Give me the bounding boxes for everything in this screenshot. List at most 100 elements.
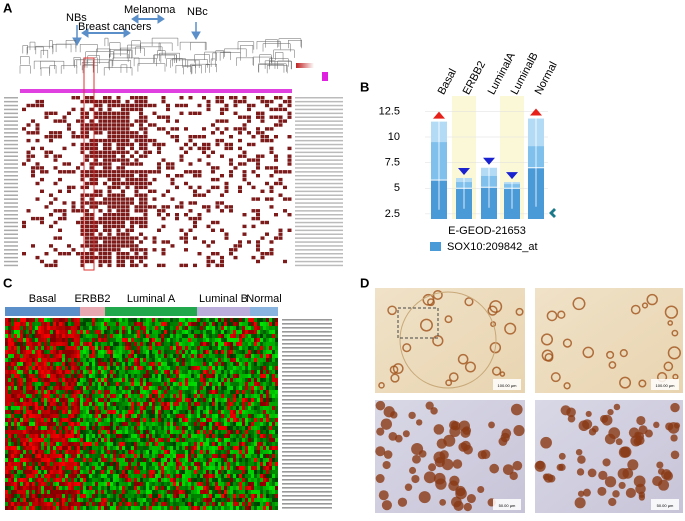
cell <box>110 318 113 322</box>
cell <box>131 318 134 322</box>
cell <box>89 382 92 386</box>
cell <box>236 378 239 382</box>
cell <box>59 454 62 458</box>
cell <box>158 390 161 394</box>
cell <box>166 131 170 134</box>
cell <box>80 398 83 402</box>
cell <box>215 374 218 378</box>
cell <box>17 462 20 466</box>
cell <box>58 229 62 232</box>
cell <box>216 96 220 99</box>
cell <box>248 446 251 450</box>
cell <box>191 390 194 394</box>
cell <box>104 386 107 390</box>
dendrogram <box>191 42 205 50</box>
cell <box>194 338 197 342</box>
cell <box>194 434 197 438</box>
cell <box>62 458 65 462</box>
cell <box>98 442 101 446</box>
cell <box>53 318 56 322</box>
cell <box>99 260 103 263</box>
cell <box>95 402 98 406</box>
cell <box>68 346 71 350</box>
cell <box>173 414 176 418</box>
cell <box>270 139 274 142</box>
cell <box>143 466 146 470</box>
cell <box>216 139 220 142</box>
cell <box>36 256 40 259</box>
cell <box>41 326 44 330</box>
cell <box>239 402 242 406</box>
cell <box>137 378 140 382</box>
cell <box>103 166 107 169</box>
cell <box>203 414 206 418</box>
cell <box>254 442 257 446</box>
cell <box>29 398 32 402</box>
cell <box>112 178 116 181</box>
cell <box>242 362 245 366</box>
cell <box>288 147 292 150</box>
cell <box>251 330 254 334</box>
row-label <box>4 167 18 169</box>
cell <box>176 394 179 398</box>
cell <box>59 470 62 474</box>
cell <box>251 474 254 478</box>
cell <box>62 342 65 346</box>
cell <box>146 366 149 370</box>
cell <box>94 143 98 146</box>
cell <box>5 402 8 406</box>
cell <box>95 350 98 354</box>
cell <box>252 209 256 212</box>
cell <box>164 378 167 382</box>
cell <box>170 442 173 446</box>
cell <box>221 358 224 362</box>
cell <box>166 162 170 165</box>
cell <box>230 402 233 406</box>
cell <box>188 318 191 322</box>
cell <box>56 466 59 470</box>
cell <box>98 358 101 362</box>
cell <box>170 398 173 402</box>
cell <box>173 466 176 470</box>
cell <box>167 406 170 410</box>
cell <box>116 378 119 382</box>
cell <box>35 434 38 438</box>
cell <box>170 374 173 378</box>
cell <box>17 422 20 426</box>
cell <box>119 474 122 478</box>
cell <box>27 104 31 107</box>
cell <box>283 186 287 189</box>
cell <box>125 414 128 418</box>
cell <box>67 127 71 130</box>
cell <box>197 406 200 410</box>
cell <box>200 322 203 326</box>
cell <box>116 426 119 430</box>
cell <box>248 398 251 402</box>
cell <box>130 182 134 185</box>
cell <box>134 318 137 322</box>
cell <box>137 442 140 446</box>
cell <box>149 370 152 374</box>
cell <box>263 386 266 390</box>
cell <box>17 338 20 342</box>
cell <box>11 418 14 422</box>
cell <box>103 155 107 158</box>
cell <box>89 426 92 430</box>
cell <box>117 233 121 236</box>
cell <box>38 346 41 350</box>
cell <box>65 378 68 382</box>
cell <box>251 318 254 322</box>
cell <box>41 394 44 398</box>
cell <box>245 350 248 354</box>
cell <box>107 338 110 342</box>
cell <box>248 478 251 482</box>
cell <box>35 402 38 406</box>
cell <box>50 470 53 474</box>
cell <box>121 217 125 220</box>
cell <box>113 382 116 386</box>
cell <box>206 330 209 334</box>
cell <box>200 438 203 442</box>
cell <box>173 438 176 442</box>
cell <box>125 418 128 422</box>
cell <box>110 342 113 346</box>
